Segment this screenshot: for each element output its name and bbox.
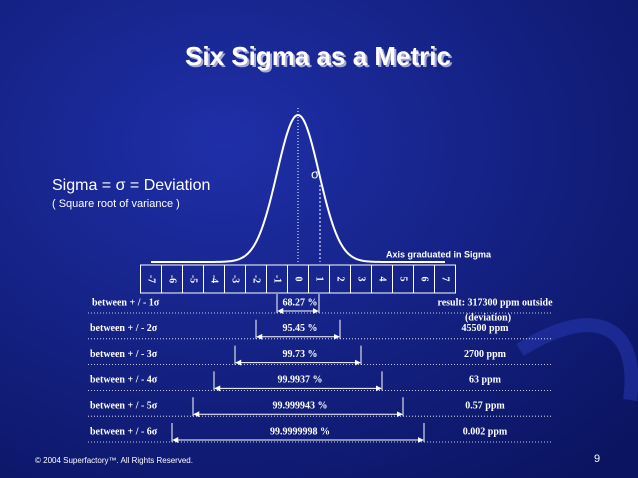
tick-label: -1 <box>272 275 283 283</box>
bell-curve <box>151 113 445 263</box>
row-result: 45500 ppm <box>462 323 510 334</box>
footer: © 2004 Superfactory™. All Rights Reserve… <box>35 456 193 465</box>
tick-label: 5 <box>398 277 409 282</box>
row-label: between + / - 2σ <box>90 323 158 334</box>
row-label: between + / - 1σ <box>92 297 160 308</box>
row-percent: 99.9937 % <box>278 375 323 386</box>
tick-label: 3 <box>356 277 367 282</box>
row-percent: 99.9999998 % <box>270 426 330 437</box>
row-percent: 99.73 % <box>283 349 318 360</box>
row-percent: 99.999943 % <box>273 400 328 411</box>
sigma-label: σ <box>311 166 319 181</box>
row-result: 63 ppm <box>469 375 502 386</box>
row-label: between + / - 3σ <box>90 349 158 360</box>
tick-label: -3 <box>230 275 241 283</box>
tick-label: -7 <box>146 275 157 283</box>
row-percent: 68.27 % <box>283 297 318 308</box>
axis-note: Axis graduated in Sigma <box>386 249 492 259</box>
page-number: 9 <box>594 453 600 465</box>
tick-label: 2 <box>335 277 346 282</box>
tick-label: -5 <box>188 275 199 283</box>
title: Six Sigma as a Metric <box>185 41 451 71</box>
tick-label: 4 <box>377 277 388 282</box>
decoration <box>516 318 638 401</box>
row-result: 0.57 ppm <box>465 400 505 411</box>
tick-label: 1 <box>314 277 325 282</box>
tick-label: 7 <box>440 277 451 282</box>
tick-label: 6 <box>419 277 430 282</box>
row-label: between + / - 4σ <box>90 375 158 386</box>
definition-note: ( Square root of variance ) <box>52 198 180 210</box>
row-result: result: 317300 ppm outside <box>437 297 553 308</box>
row-result: 0.002 ppm <box>463 426 508 437</box>
row-label: between + / - 6σ <box>90 426 158 437</box>
tick-label: -6 <box>167 275 178 283</box>
row-result: 2700 ppm <box>464 349 507 360</box>
row-label: between + / - 5σ <box>90 400 158 411</box>
row-percent: 95.45 % <box>283 323 318 334</box>
row-note: (deviation) <box>465 312 511 323</box>
tick-label: 0 <box>293 277 304 282</box>
title-shadow: Six Sigma as a Metric <box>187 43 453 73</box>
tick-box <box>434 264 456 294</box>
definition: Sigma = σ = Deviation <box>52 177 210 194</box>
tick-label: -4 <box>209 275 220 283</box>
tick-label: -2 <box>251 275 262 283</box>
